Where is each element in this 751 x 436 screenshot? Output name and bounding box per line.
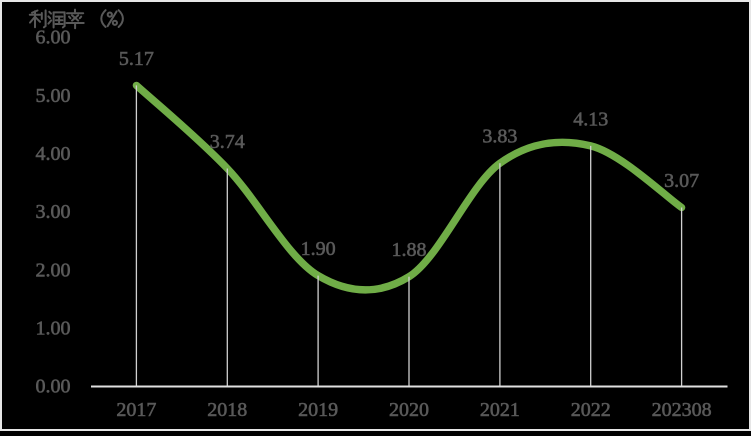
svg-text:2017: 2017 <box>116 399 156 421</box>
svg-text:1.90: 1.90 <box>301 238 336 260</box>
svg-text:4.00: 4.00 <box>36 143 71 165</box>
svg-text:3.07: 3.07 <box>664 170 699 192</box>
svg-text:5.17: 5.17 <box>119 48 154 70</box>
svg-text:5.00: 5.00 <box>36 85 71 107</box>
svg-text:2019: 2019 <box>298 399 338 421</box>
svg-text:2020: 2020 <box>389 399 429 421</box>
svg-text:3.83: 3.83 <box>482 126 517 148</box>
svg-text:0.00: 0.00 <box>36 376 71 398</box>
svg-text:2022: 2022 <box>571 399 611 421</box>
svg-text:4.13: 4.13 <box>573 108 608 130</box>
svg-text:202308: 202308 <box>652 399 712 421</box>
svg-text:2018: 2018 <box>207 399 247 421</box>
svg-text:2.00: 2.00 <box>36 259 71 281</box>
svg-text:2021: 2021 <box>480 399 520 421</box>
svg-text:3.00: 3.00 <box>36 201 71 223</box>
svg-text:3.74: 3.74 <box>210 131 245 153</box>
svg-text:6.00: 6.00 <box>36 27 71 49</box>
svg-text:1.00: 1.00 <box>36 318 71 340</box>
svg-text:1.88: 1.88 <box>392 239 427 261</box>
